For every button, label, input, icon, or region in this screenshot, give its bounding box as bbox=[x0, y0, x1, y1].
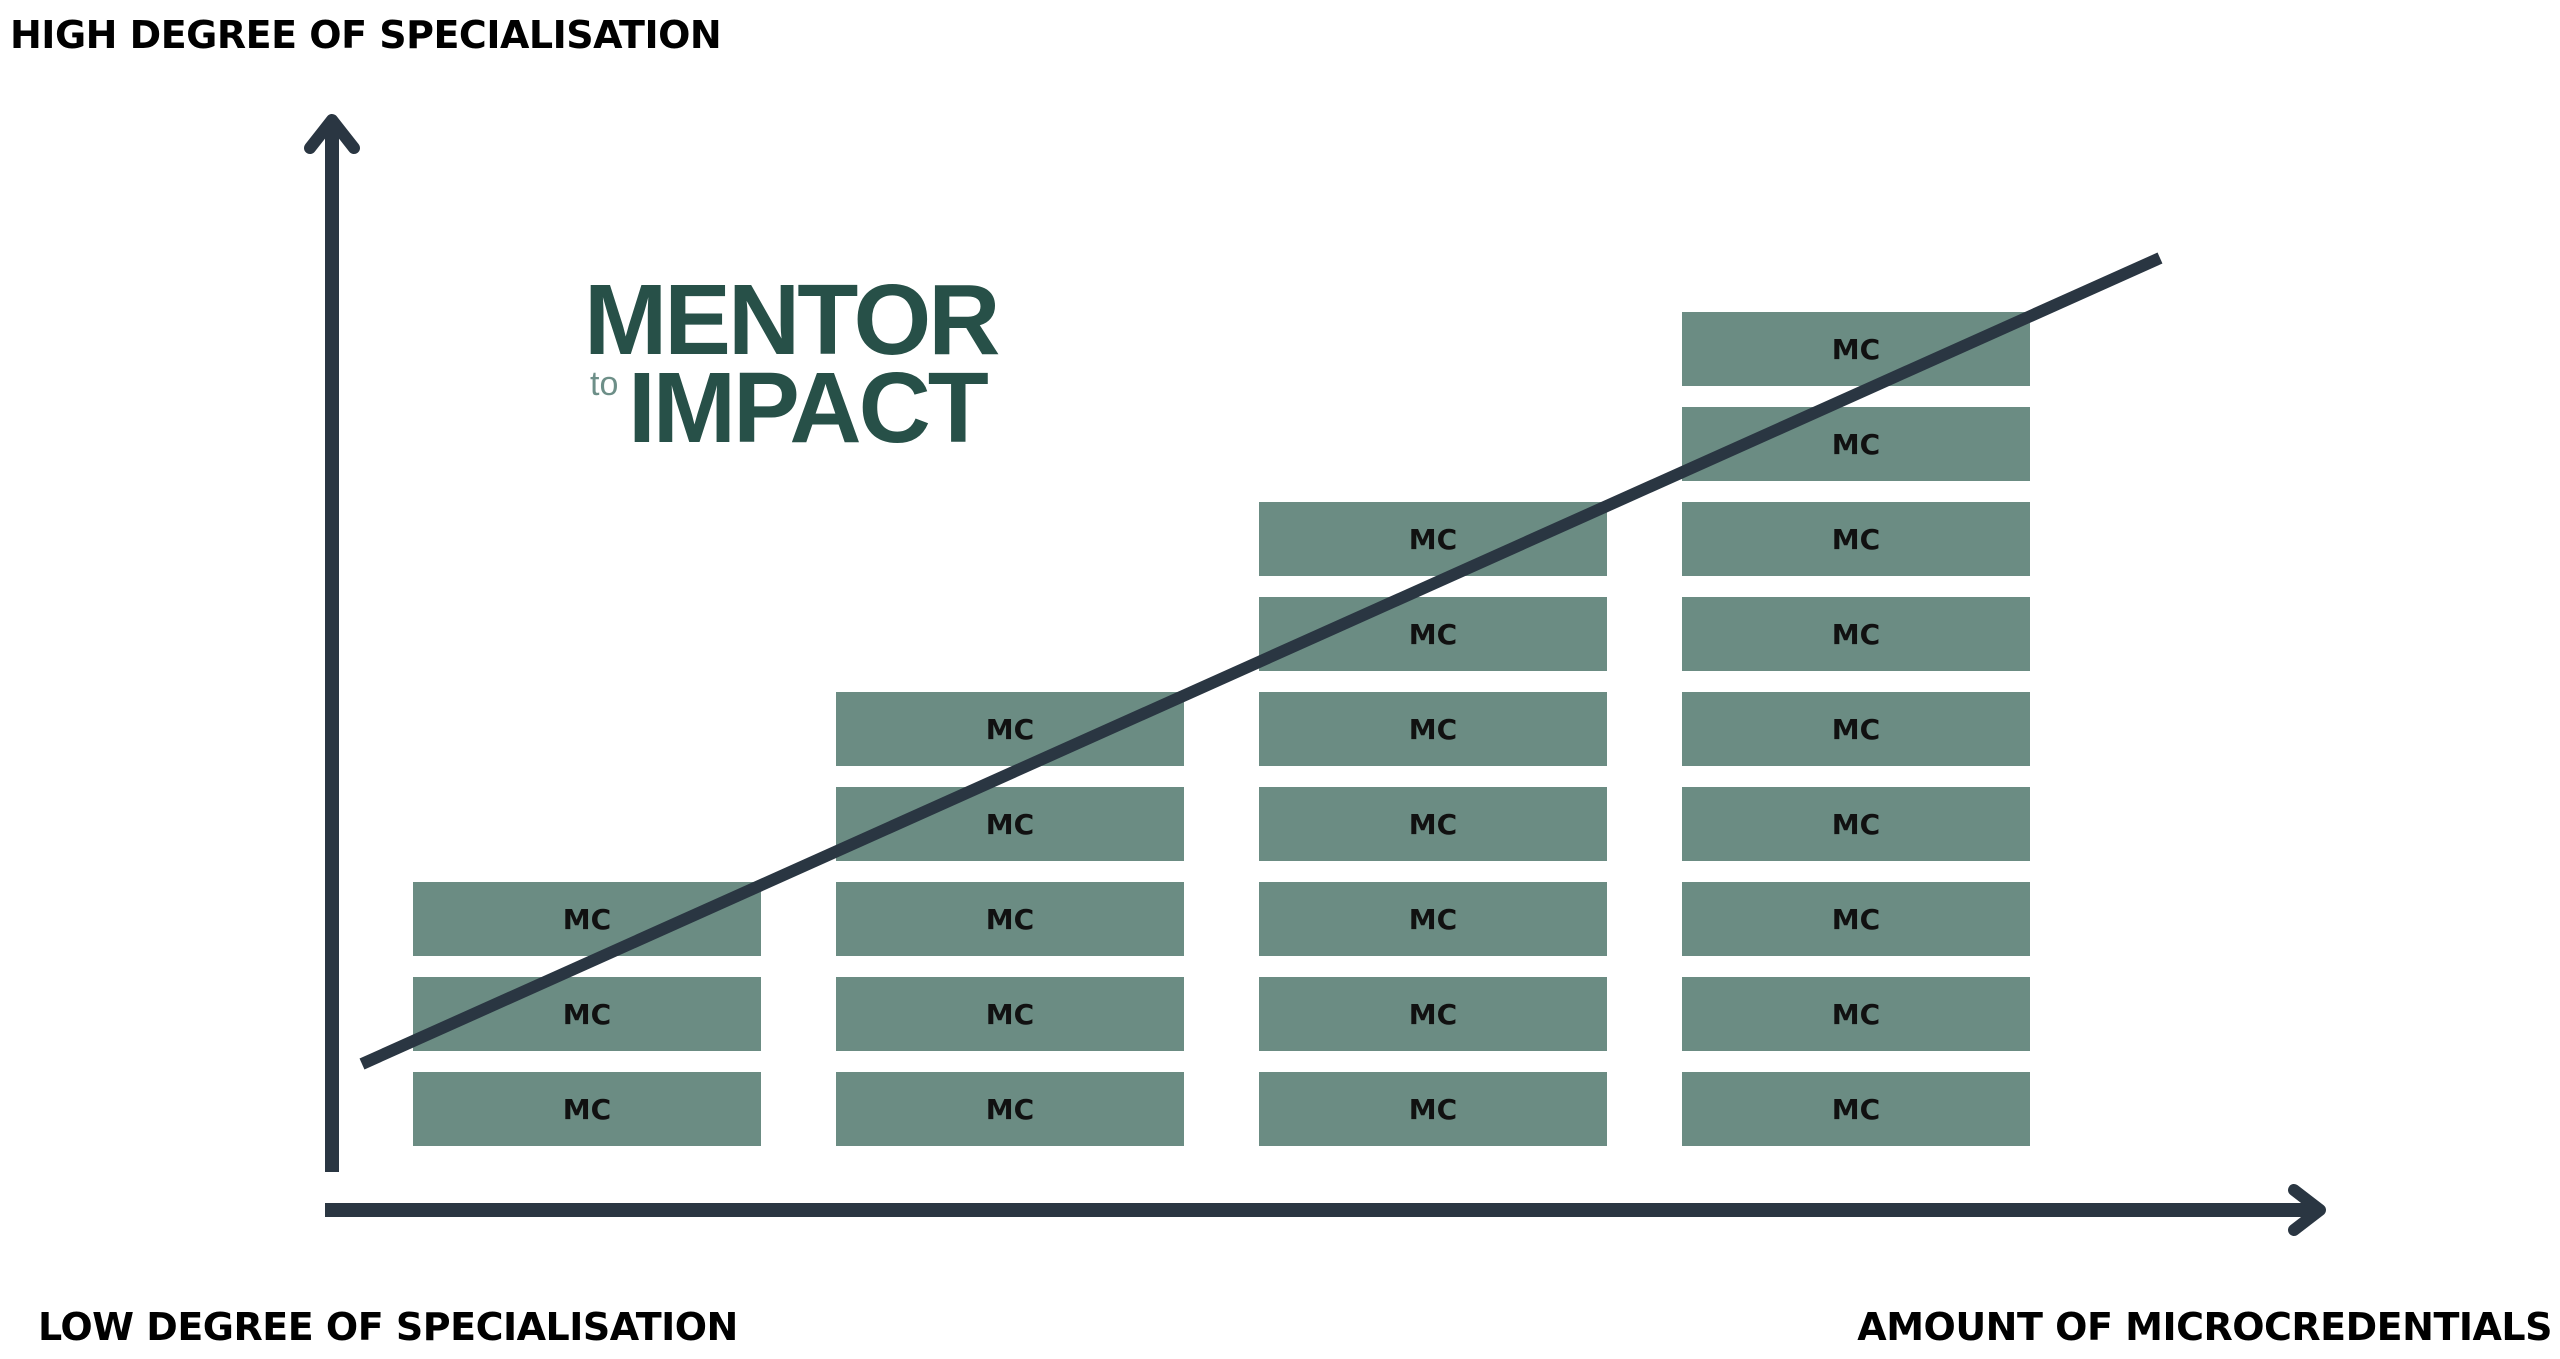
mc-block: MC bbox=[836, 977, 1184, 1051]
mc-block-label: MC bbox=[986, 1093, 1034, 1126]
mc-block-rect bbox=[1682, 977, 2030, 1051]
mc-block-label: MC bbox=[1409, 618, 1457, 651]
mc-block-label: MC bbox=[1832, 808, 1880, 841]
mc-block: MC bbox=[1682, 597, 2030, 671]
mc-block: MC bbox=[836, 1072, 1184, 1146]
mc-block-rect bbox=[1259, 882, 1607, 956]
microcredential-blocks: MC MC MC MC MC MC MC MC MC MC MC MC MC MC MC MC MC MC MC MC… bbox=[413, 312, 2030, 1146]
mc-block-label: MC bbox=[1832, 903, 1880, 936]
mc-block-label: MC bbox=[1832, 523, 1880, 556]
mc-block: MC bbox=[1682, 882, 2030, 956]
mc-block-label: MC bbox=[1832, 428, 1880, 461]
mc-block: MC bbox=[413, 1072, 761, 1146]
mc-block: MC bbox=[1682, 787, 2030, 861]
mc-block-rect bbox=[413, 1072, 761, 1146]
mc-block-rect bbox=[1682, 1072, 2030, 1146]
trend-line bbox=[359, 252, 2163, 1070]
mc-block-rect bbox=[1259, 502, 1607, 576]
mc-block-rect bbox=[1682, 692, 2030, 766]
mc-block: MC bbox=[413, 882, 761, 956]
mc-block: MC bbox=[1259, 977, 1607, 1051]
mc-block-rect bbox=[836, 1072, 1184, 1146]
mc-block-rect bbox=[836, 977, 1184, 1051]
y-axis-arrowhead-icon bbox=[304, 114, 360, 154]
mc-block-rect bbox=[836, 882, 1184, 956]
mc-block-rect bbox=[1259, 1072, 1607, 1146]
mc-block-label: MC bbox=[1832, 333, 1880, 366]
mc-block-label: MC bbox=[1409, 523, 1457, 556]
mc-block-rect bbox=[1682, 502, 2030, 576]
mc-block: MC bbox=[1259, 1072, 1607, 1146]
mc-block-label: MC bbox=[1409, 1093, 1457, 1126]
mc-block-label: MC bbox=[986, 808, 1034, 841]
mc-block: MC bbox=[1259, 502, 1607, 576]
mc-block-rect bbox=[1682, 787, 2030, 861]
mc-block: MC bbox=[1259, 882, 1607, 956]
mc-block-label: MC bbox=[1832, 1093, 1880, 1126]
mc-block: MC bbox=[1259, 787, 1607, 861]
mc-block: MC bbox=[1682, 312, 2030, 386]
high-specialisation-label: HIGH DEGREE OF SPECIALISATION bbox=[10, 13, 722, 57]
mc-block-label: MC bbox=[986, 998, 1034, 1031]
mc-block: MC bbox=[836, 692, 1184, 766]
mc-block-rect bbox=[1682, 882, 2030, 956]
low-specialisation-label: LOW DEGREE OF SPECIALISATION bbox=[38, 1305, 738, 1349]
mc-block-label: MC bbox=[1832, 618, 1880, 651]
mc-block: MC bbox=[1682, 692, 2030, 766]
mc-block-label: MC bbox=[1409, 713, 1457, 746]
mc-block: MC bbox=[1682, 1072, 2030, 1146]
logo-to-text: to bbox=[590, 365, 619, 403]
mc-block: MC bbox=[1682, 502, 2030, 576]
mc-block-label: MC bbox=[1409, 903, 1457, 936]
mc-block-rect bbox=[1682, 312, 2030, 386]
mc-block-label: MC bbox=[1409, 808, 1457, 841]
mc-block-label: MC bbox=[1832, 998, 1880, 1031]
mc-block-rect bbox=[1682, 597, 2030, 671]
mc-block-rect bbox=[1259, 977, 1607, 1051]
mc-block-rect bbox=[836, 692, 1184, 766]
mc-block-label: MC bbox=[1832, 713, 1880, 746]
mc-block: MC bbox=[1259, 692, 1607, 766]
x-axis-label: AMOUNT OF MICROCREDENTIALS bbox=[1857, 1305, 2552, 1349]
mc-block-label: MC bbox=[563, 998, 611, 1031]
mc-block-label: MC bbox=[986, 903, 1034, 936]
mc-block-label: MC bbox=[563, 1093, 611, 1126]
mc-block-label: MC bbox=[1409, 998, 1457, 1031]
mentor-to-impact-logo: MENTOR to IMPACT bbox=[584, 264, 1004, 458]
mc-block-rect bbox=[413, 882, 761, 956]
logo-mentor-text: MENTOR bbox=[584, 264, 1000, 376]
mc-block-label: MC bbox=[986, 713, 1034, 746]
x-axis-arrowhead-icon bbox=[2288, 1184, 2326, 1236]
mc-block-rect bbox=[1259, 692, 1607, 766]
logo-impact-text: IMPACT bbox=[628, 352, 989, 464]
mc-block-label: MC bbox=[563, 903, 611, 936]
mc-block: MC bbox=[836, 882, 1184, 956]
mc-block: MC bbox=[1682, 977, 2030, 1051]
mc-block-rect bbox=[1259, 787, 1607, 861]
